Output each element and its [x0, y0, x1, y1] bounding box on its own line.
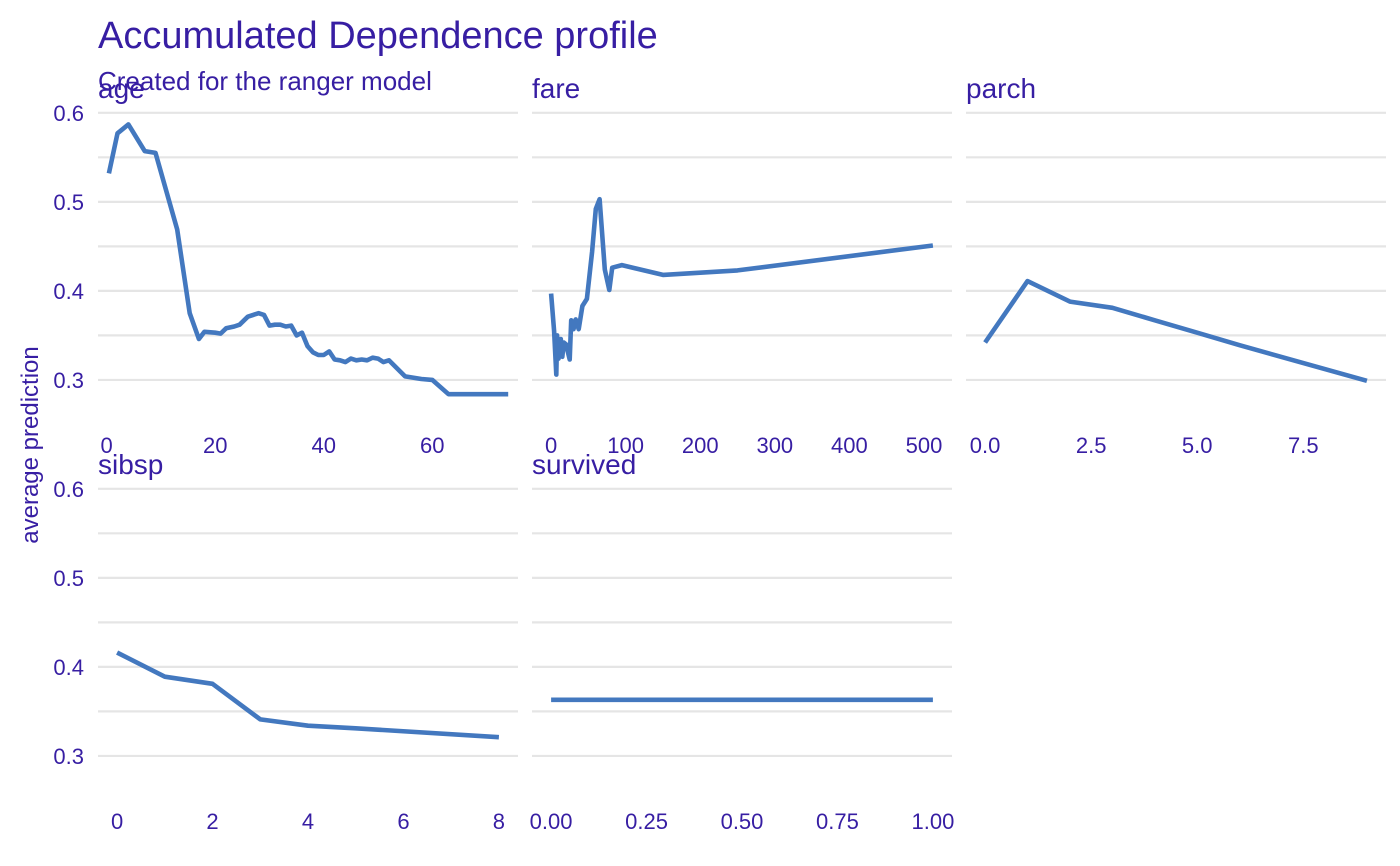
panel-sibsp: sibsp 0.3 0.4 0.5 0.6 0 2 4 6 8: [53, 449, 518, 834]
y-axis-label: average prediction: [17, 346, 44, 543]
y-tick-label: 0.4: [53, 279, 84, 304]
x-tick-label: 20: [203, 433, 227, 458]
x-tick-label: 4: [302, 809, 314, 834]
x-tick-label: 200: [682, 433, 719, 458]
series-line-sibsp: [116, 650, 500, 740]
chart-subtitle: Created for the ranger model: [98, 66, 432, 96]
panel-label-sibsp: sibsp: [98, 449, 163, 480]
panel-age: age 0.3 0.4 0.5 0.6 0 20 40 60: [53, 73, 518, 458]
y-tick-label: 0.5: [53, 190, 84, 215]
y-tick-label: 0.3: [53, 744, 84, 769]
series-line-fare: [548, 196, 934, 377]
x-tick-label: 0: [111, 809, 123, 834]
series-line-age: [106, 122, 509, 397]
x-tick-label: 0.25: [625, 809, 668, 834]
x-tick-label: 2.5: [1076, 433, 1107, 458]
x-tick-label: 2: [206, 809, 218, 834]
panel-parch: parch 0.0 2.5 5.0 7.5: [966, 73, 1386, 458]
x-tick-label: 400: [831, 433, 868, 458]
series-line-parch: [983, 278, 1368, 384]
x-tick-label: 0.75: [816, 809, 859, 834]
x-tick-label: 0.00: [530, 809, 573, 834]
x-tick-label: 0.0: [970, 433, 1001, 458]
panel-fare: fare 0 100 200 300 400 500: [532, 73, 952, 458]
y-tick-label: 0.5: [53, 566, 84, 591]
x-tick-label: 40: [311, 433, 335, 458]
x-tick-label: 1.00: [911, 809, 954, 834]
panel-label-age: age: [98, 73, 145, 104]
x-tick-label: 6: [397, 809, 409, 834]
x-tick-label: 500: [906, 433, 943, 458]
x-tick-label: 0.50: [721, 809, 764, 834]
x-tick-label: 0: [101, 433, 113, 458]
panel-label-fare: fare: [532, 73, 580, 104]
panel-label-parch: parch: [966, 73, 1036, 104]
y-tick-label: 0.6: [53, 477, 84, 502]
panel-survived: survived 0.00 0.25 0.50 0.75 1.00: [530, 449, 955, 834]
panel-label-survived: survived: [532, 449, 636, 480]
x-tick-label: 300: [756, 433, 793, 458]
y-tick-label: 0.6: [53, 101, 84, 126]
x-tick-label: 7.5: [1288, 433, 1319, 458]
x-tick-label: 0: [545, 433, 557, 458]
x-tick-label: 8: [493, 809, 505, 834]
y-tick-label: 0.4: [53, 655, 84, 680]
x-tick-label: 60: [420, 433, 444, 458]
y-tick-label: 0.3: [53, 368, 84, 393]
x-tick-label: 100: [607, 433, 644, 458]
x-tick-label: 5.0: [1182, 433, 1213, 458]
chart-title: Accumulated Dependence profile: [98, 15, 658, 57]
